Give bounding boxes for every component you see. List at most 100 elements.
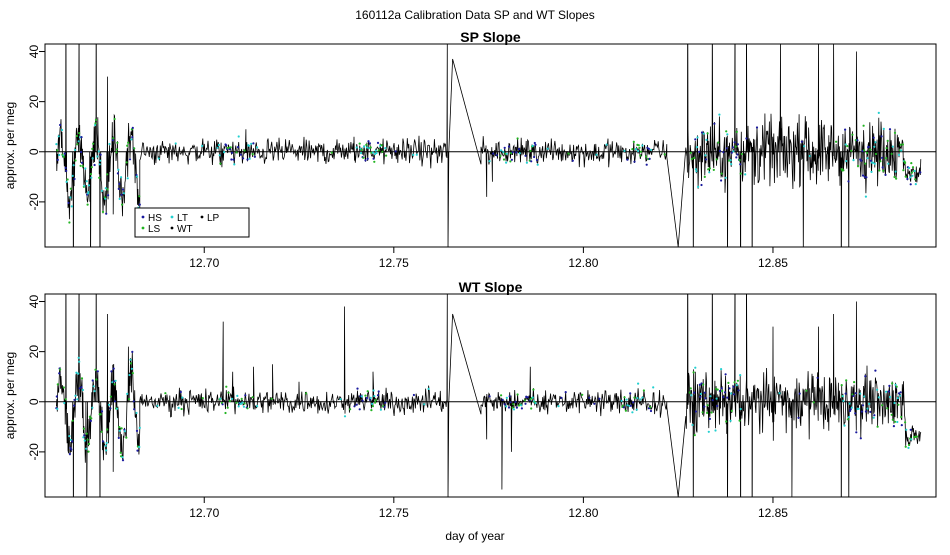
series-point-LT [649,148,653,151]
series-point-LS [846,145,849,148]
y-tick-label: 40 [27,295,41,309]
series-point-LS [349,408,352,411]
series-point-LT [77,356,80,359]
series-point-LS [120,427,123,430]
series-point-LS [106,428,109,431]
series-point-LT [911,174,914,177]
series-point-HS [745,137,748,140]
series-point-HS [703,391,706,394]
series-point-LT [69,438,72,441]
series-point-LT [730,392,733,395]
series-point-HS [533,141,536,145]
series-point-HS [648,157,651,160]
series-point-HS [694,410,698,413]
series-point-LS [85,432,88,435]
series-point-HS [495,154,498,157]
series-point-HS [718,149,722,153]
series-point-HS [58,372,61,375]
series-point-LT [120,176,123,179]
series-point-LT [691,423,694,427]
series-point-HS [859,437,862,440]
series-point-LT [913,169,916,173]
series-point-HS [111,139,114,142]
series-point-HS [533,155,536,159]
series-point-HS [713,122,716,125]
series-point-HS [881,156,884,159]
series-point-LS [734,145,737,148]
series-point-LT [369,396,372,399]
series-point-HS [78,387,81,390]
series-point-HS [900,424,903,427]
series-point-LS [897,403,900,406]
series-point-HS [56,158,59,161]
series-point-HS [70,448,73,451]
series-point-LT [241,401,244,404]
series-point-LT [135,175,139,178]
series-point-LS [81,165,84,168]
series-point-LT [850,406,853,409]
series-point-LT [726,133,729,136]
series-point-LT [847,416,851,419]
series-point-LS [706,132,709,135]
legend-label-LS: LS [148,224,161,235]
series-point-HS [726,396,729,399]
series-point-LT [876,388,879,391]
series-point-HS [856,139,859,142]
series-point-LS [78,132,81,135]
series-point-LS [115,148,119,151]
series-point-HS [120,193,123,196]
series-point-LT [82,436,85,439]
series-point-LT [237,405,240,408]
series-point-LS [893,420,897,423]
series-point-LS [125,436,128,439]
series-point-LT [236,394,239,397]
series-point-LS [730,409,733,412]
series-point-LS [891,418,894,421]
series-point-LT [58,153,61,157]
series-point-HS [179,390,182,394]
series-point-LT [905,428,908,431]
series-point-LS [706,411,709,414]
series-point-HS [732,385,735,388]
series-point-LS [851,133,854,136]
series-point-HS [699,395,702,398]
x-tick-label: 12.80 [568,506,598,520]
series-point-LT [695,170,698,173]
series-point-LS [94,118,98,121]
series-point-HS [80,161,84,164]
chart-panel-wt-slope: WT Slope approx. per meg -20 0 20 40 12.70 12.7… [3,279,937,520]
series-point-LT [866,157,869,160]
series-point-LT [625,398,628,401]
series-point-LS [886,407,889,410]
series-point-LS [512,403,515,406]
series-point-LT [97,150,100,153]
series-point-LT [115,407,119,410]
series-point-LS [251,396,254,399]
series-point-HS [131,350,134,353]
series-point-LT [699,392,703,395]
series-point-LS [663,153,666,156]
series-point-LS [890,413,893,416]
series-point-LS [693,156,696,159]
series-point-LT [218,154,221,157]
series-point-LS [374,401,377,404]
series-point-LT [694,366,697,369]
series-point-HS [64,166,67,169]
series-point-LS [850,149,853,152]
series-point-HS [230,158,233,161]
series-point-LT [96,155,99,158]
series-point-LS [87,442,91,446]
series-point-LS [369,146,372,149]
series-point-LT [122,192,125,195]
series-point-LS [717,141,720,144]
chart-panel-sp-slope: SP Slope approx. per meg -20 0 20 40 12.70 12.7… [3,29,937,270]
series-point-HS [755,126,759,129]
series-point-LT [105,449,108,452]
series-point-HS [598,397,601,400]
series-point-HS [897,392,901,395]
series-point-HS [632,401,635,404]
series-point-LS [633,396,636,399]
series-point-LS [853,381,856,384]
series-point-HS [242,157,245,160]
series-point-LS [228,399,231,403]
